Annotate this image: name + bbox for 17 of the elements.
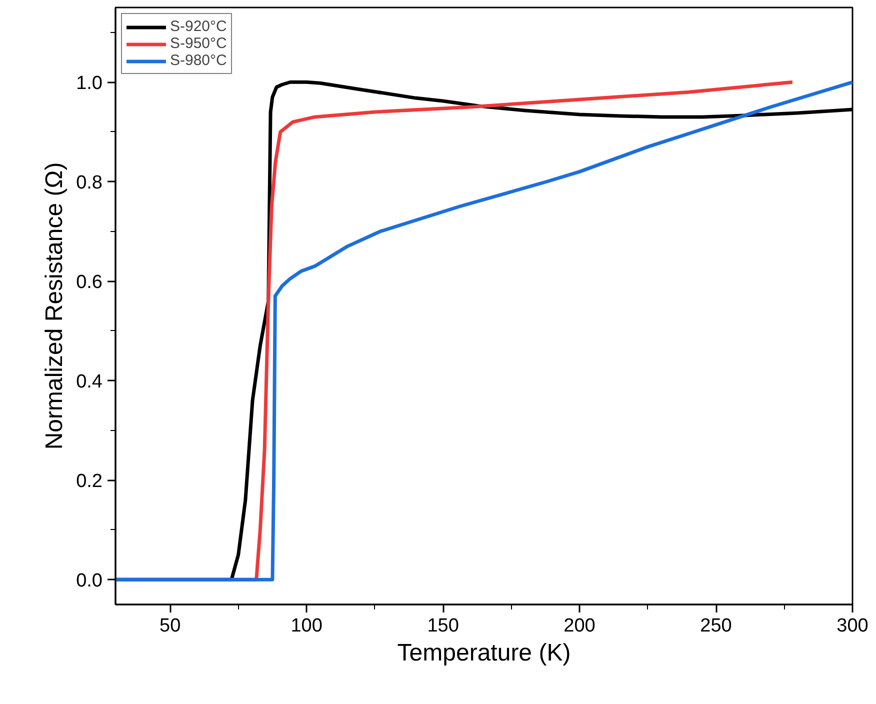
x-tick-label: 300 xyxy=(836,616,868,636)
y-axis-title: Normalized Resistance (Ω) xyxy=(41,162,68,450)
y-tick-label: 0.6 xyxy=(76,272,103,294)
x-tick-label: 250 xyxy=(700,616,732,636)
legend-label: S-920°C xyxy=(170,18,227,35)
y-tick-label: 1.0 xyxy=(76,73,103,94)
x-tick-label: 50 xyxy=(160,616,181,636)
y-tick-label: 0.8 xyxy=(76,172,103,194)
legend-label: S-980°C xyxy=(170,52,227,69)
x-tick-label: 100 xyxy=(290,616,322,636)
y-tick-label: 0.0 xyxy=(76,570,103,592)
y-tick-label: 0.2 xyxy=(76,471,103,492)
y-tick-label: 0.4 xyxy=(76,372,103,393)
legend-label: S-950°C xyxy=(170,35,227,52)
x-tick-label: 200 xyxy=(564,616,596,636)
x-tick-label: 150 xyxy=(427,616,459,636)
x-axis-title: Temperature (K) xyxy=(397,640,571,666)
